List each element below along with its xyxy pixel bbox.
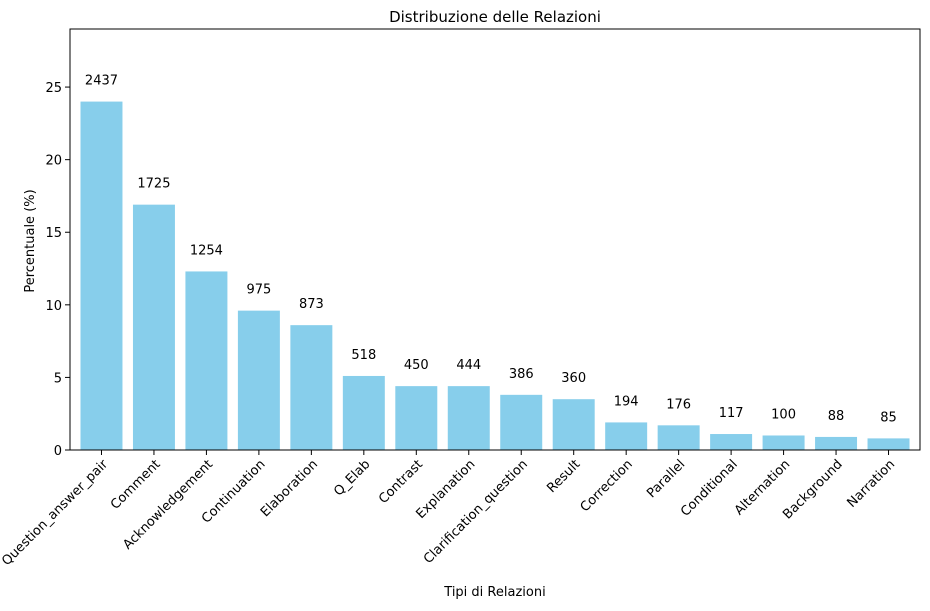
bar	[342, 375, 385, 450]
bar-value-label: 444	[456, 358, 481, 373]
chart-title: Distribuzione delle Relazioni	[389, 8, 601, 26]
y-tick-label: 15	[45, 226, 62, 241]
bar	[867, 438, 910, 450]
bar	[290, 325, 333, 450]
x-tick-label: Parallel	[644, 457, 688, 501]
bar	[762, 435, 805, 450]
bar-value-label: 518	[351, 348, 376, 363]
bar-value-label: 975	[246, 283, 271, 298]
bar-value-label: 194	[614, 394, 639, 409]
y-tick-label: 25	[45, 81, 62, 96]
y-tick-label: 5	[54, 371, 62, 386]
bar-value-label: 85	[880, 410, 897, 425]
y-tick-label: 10	[45, 299, 62, 314]
bar	[185, 271, 228, 450]
bar-value-label: 88	[828, 409, 845, 424]
plot-frame	[69, 28, 921, 451]
bar	[605, 422, 648, 450]
bar-value-label: 360	[561, 371, 586, 386]
x-tick-label: Contrast	[376, 457, 426, 507]
x-axis-label: Tipi di Relazioni	[443, 585, 545, 600]
bar	[132, 204, 175, 450]
bar-value-label: 117	[719, 406, 744, 421]
bar	[500, 394, 543, 450]
y-tick-label: 20	[45, 154, 62, 169]
x-tick-label: Conditional	[678, 457, 741, 520]
plot-area: 2437 Question_answer_pair 1725 Comment 1254 A…	[0, 28, 921, 569]
y-tick-label: 0	[54, 444, 62, 459]
x-tick-label: Narration	[844, 457, 898, 511]
bar	[552, 399, 595, 450]
bar-value-label: 176	[666, 397, 691, 412]
x-tick-label: Acknowledgement	[120, 457, 216, 553]
x-tick-label: Comment	[108, 457, 164, 513]
bar-value-label: 1254	[190, 243, 223, 258]
bar-value-label: 450	[404, 358, 429, 373]
x-tick-label: Correction	[578, 457, 636, 515]
bar	[80, 101, 123, 450]
bar-value-label: 100	[771, 407, 796, 422]
x-tick-label: Question_answer_pair	[0, 457, 112, 569]
bar-value-label: 1725	[137, 177, 170, 192]
bar	[815, 436, 858, 450]
bar-value-label: 2437	[85, 74, 118, 89]
x-tick-label: Clarification_question	[421, 457, 531, 567]
x-tick-label: Result	[544, 457, 583, 496]
bar	[657, 425, 700, 450]
bar-value-label: 386	[509, 367, 534, 382]
bar	[395, 386, 438, 450]
bar	[447, 386, 490, 450]
x-tick-label: Q_Elab	[331, 457, 373, 499]
y-axis-label: Percentuale (%)	[23, 189, 38, 292]
bar-value-label: 873	[299, 297, 324, 312]
bar	[710, 434, 753, 450]
bar	[237, 310, 280, 450]
